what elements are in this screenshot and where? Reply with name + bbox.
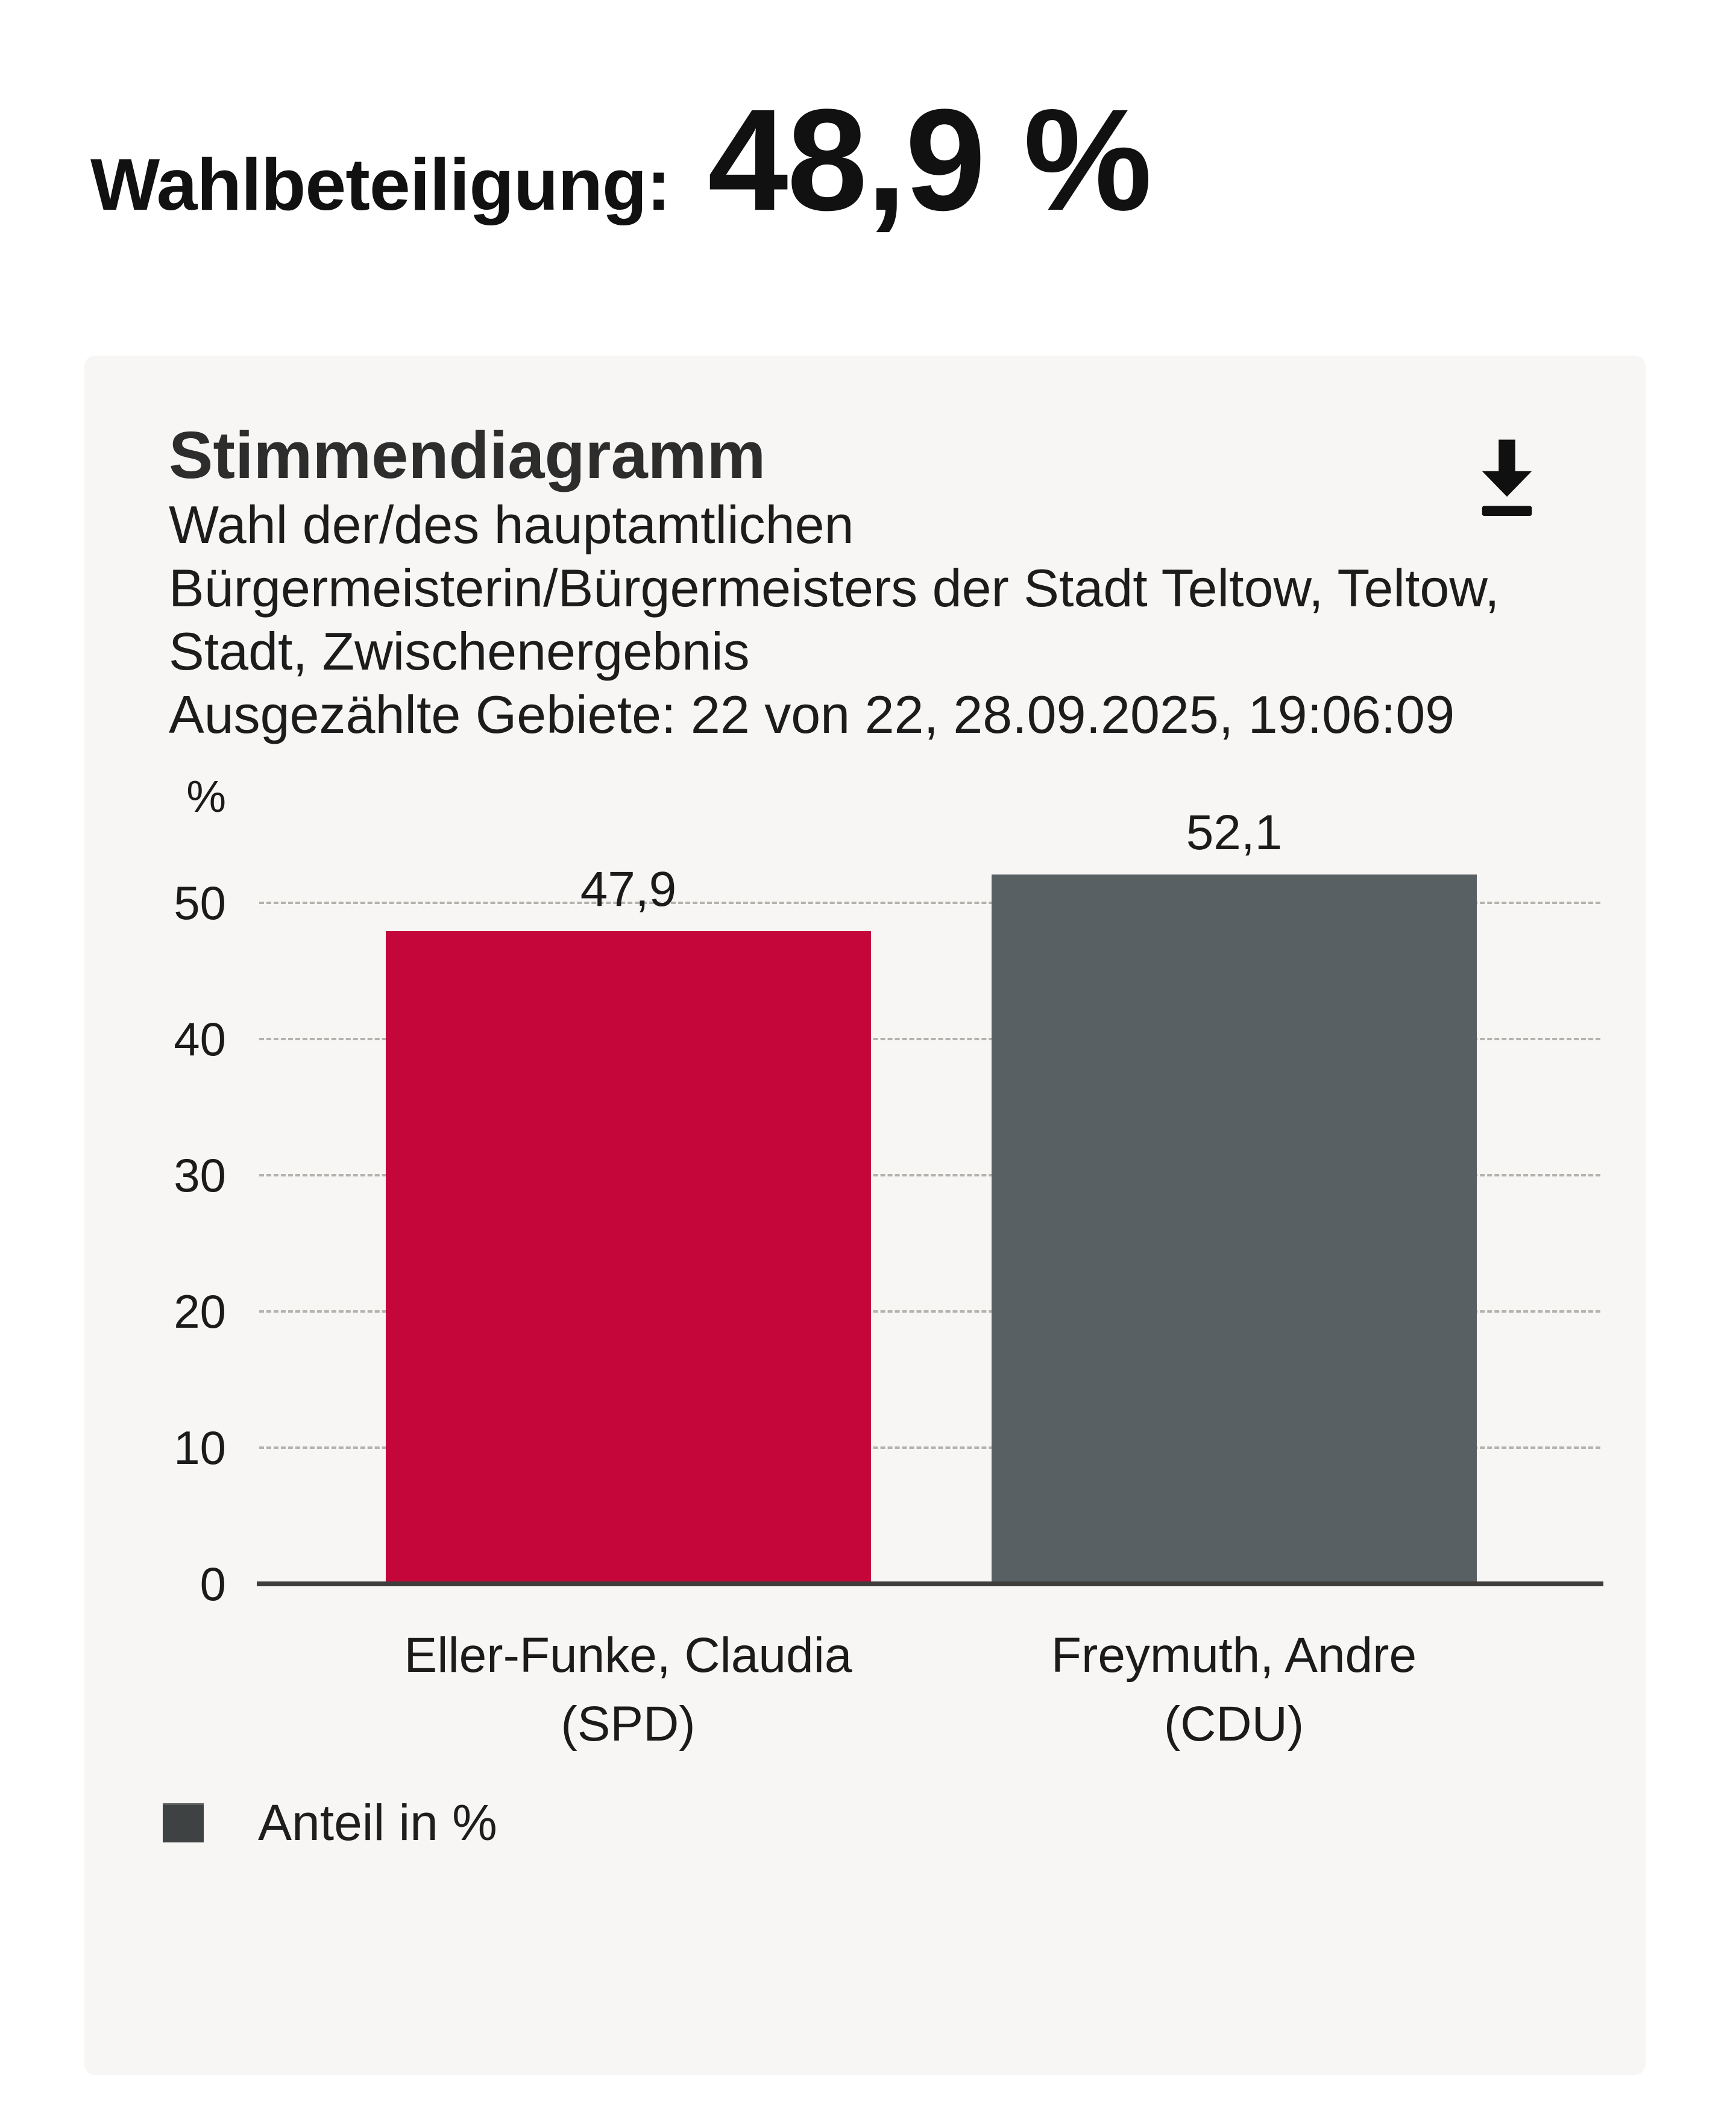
voter-turnout-label: Wahlbeteiligung: [90, 143, 671, 225]
subtitle-line: Stadt, Zwischenergebnis [169, 621, 750, 681]
counted-areas-line: Ausgezählte Gebiete: 22 von 22, 28.09.20… [169, 685, 1455, 744]
bar-value-spd: 47,9 [580, 862, 677, 917]
y-tick-40: 40 [174, 1013, 226, 1066]
bar-cdu [992, 875, 1477, 1581]
candidate-name: Freymuth, Andre [1051, 1628, 1417, 1683]
y-axis-unit: % [186, 771, 226, 821]
subtitle-line: Wahl der/des hauptamtlichen [169, 495, 854, 554]
y-tick-10: 10 [174, 1421, 226, 1474]
y-tick-0: 0 [200, 1557, 226, 1610]
x-label-cdu: Freymuth, Andre (CDU) [932, 1621, 1535, 1759]
y-tick-30: 30 [174, 1149, 226, 1202]
x-label-spd: Eller-Funke, Claudia (SPD) [327, 1621, 929, 1759]
y-tick-20: 20 [174, 1285, 226, 1338]
legend: Anteil in % [163, 1797, 497, 1848]
bar-value-cdu: 52,1 [1186, 805, 1283, 860]
legend-swatch [163, 1803, 204, 1842]
bar-spd [386, 931, 871, 1581]
candidate-name: Eller-Funke, Claudia [404, 1628, 852, 1683]
y-tick-50: 50 [174, 876, 226, 929]
legend-label: Anteil in % [258, 1794, 497, 1851]
voter-turnout-value: 48,9 % [708, 79, 1152, 240]
subtitle-line: Bürgermeisterin/Bürgermeisters der Stadt… [169, 558, 1500, 618]
card-subtitle: Wahl der/des hauptamtlichen Bürgermeiste… [169, 493, 1500, 746]
candidate-party: (CDU) [1163, 1697, 1304, 1751]
card-title: Stimmendiagramm [169, 418, 766, 492]
gridline-20 [259, 1310, 1600, 1313]
gridline-40 [259, 1038, 1600, 1040]
results-card: Stimmendiagramm Wahl der/des hauptamtlic… [84, 356, 1646, 2075]
gridline-30 [259, 1174, 1600, 1176]
gridline-50 [259, 902, 1600, 904]
gridline-10 [259, 1446, 1600, 1449]
voter-turnout-header: Wahlbeteiligung: 48,9 % [90, 79, 1152, 240]
candidate-party: (SPD) [561, 1697, 696, 1751]
x-axis-line [257, 1581, 1603, 1586]
download-button[interactable] [1471, 434, 1543, 524]
download-icon [1482, 439, 1532, 516]
